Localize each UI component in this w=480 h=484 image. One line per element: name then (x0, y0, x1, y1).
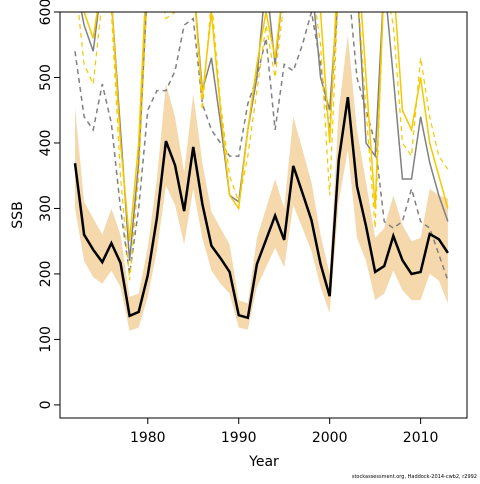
plot-frame (59, 11, 468, 419)
y-tick-label: 0 (38, 400, 54, 409)
series-line (73, 96, 449, 320)
x-tick-label: 1990 (221, 430, 257, 446)
y-tick-label: 100 (38, 326, 54, 353)
series-line (83, 12, 449, 242)
series-line (80, 12, 449, 261)
series-line (77, 12, 449, 281)
y-tick-label: 300 (38, 195, 54, 222)
y-tick-label: 200 (38, 261, 54, 288)
plot-area (73, 12, 449, 331)
y-tick-label: 400 (38, 130, 54, 157)
y-axis-label: SSB (10, 201, 26, 228)
x-tick-label: 2010 (403, 430, 439, 446)
confidence-band (75, 34, 448, 331)
y-tick-label: 600 (38, 0, 54, 25)
y-tick-label: 500 (38, 64, 54, 91)
x-tick-label: 2000 (312, 430, 348, 446)
x-tick-label: 1980 (130, 430, 166, 446)
footer: stockassessment.org, Haddock-2014-cwb2, … (352, 474, 477, 480)
x-axis-label: Year (248, 454, 279, 470)
